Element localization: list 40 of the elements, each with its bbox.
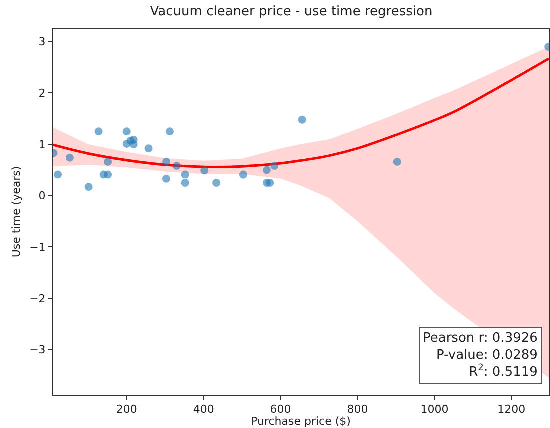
point [212, 179, 221, 187]
point [298, 116, 306, 124]
y-tick-label: 0 [38, 190, 46, 203]
point [270, 162, 279, 170]
y-tick-label: −3 [30, 344, 46, 357]
point [84, 183, 93, 192]
y-tick-label: −1 [30, 241, 46, 254]
point [162, 158, 171, 166]
y-tick-label: −2 [30, 292, 46, 306]
point [130, 140, 138, 148]
point [266, 179, 274, 187]
point [66, 154, 74, 162]
point [181, 170, 190, 179]
y-tick-label: 1 [38, 138, 46, 152]
point [104, 170, 112, 179]
x-tick-label: 400 [193, 403, 214, 416]
point [166, 128, 174, 136]
annotation: Pearson r: 0.3926 P-value: 0.0289 R$^{2}$: 0.5119 [423, 331, 538, 380]
x-tick-label: 1200 [498, 403, 526, 416]
x-tick-label: 600 [270, 403, 292, 416]
chart-title: Vacuum cleaner price - use time regression [150, 4, 433, 20]
point [104, 158, 112, 166]
point [144, 144, 153, 153]
point [239, 170, 248, 179]
y-tick-label: 2 [38, 87, 46, 100]
point [200, 166, 209, 175]
y-tick-label: 3 [38, 36, 46, 49]
point [54, 170, 62, 179]
point [94, 128, 103, 136]
x-axis-title: Purchase price ($) [251, 415, 351, 428]
x-tick-label: 200 [116, 403, 138, 416]
point [181, 179, 190, 187]
point [162, 174, 171, 183]
point [172, 162, 181, 170]
y-axis-title: Use time (years) [10, 166, 24, 258]
x-tick-label: 1000 [420, 403, 449, 416]
point [393, 158, 402, 166]
x-tick-label: 800 [347, 403, 368, 416]
point [122, 128, 131, 136]
point [262, 166, 271, 174]
